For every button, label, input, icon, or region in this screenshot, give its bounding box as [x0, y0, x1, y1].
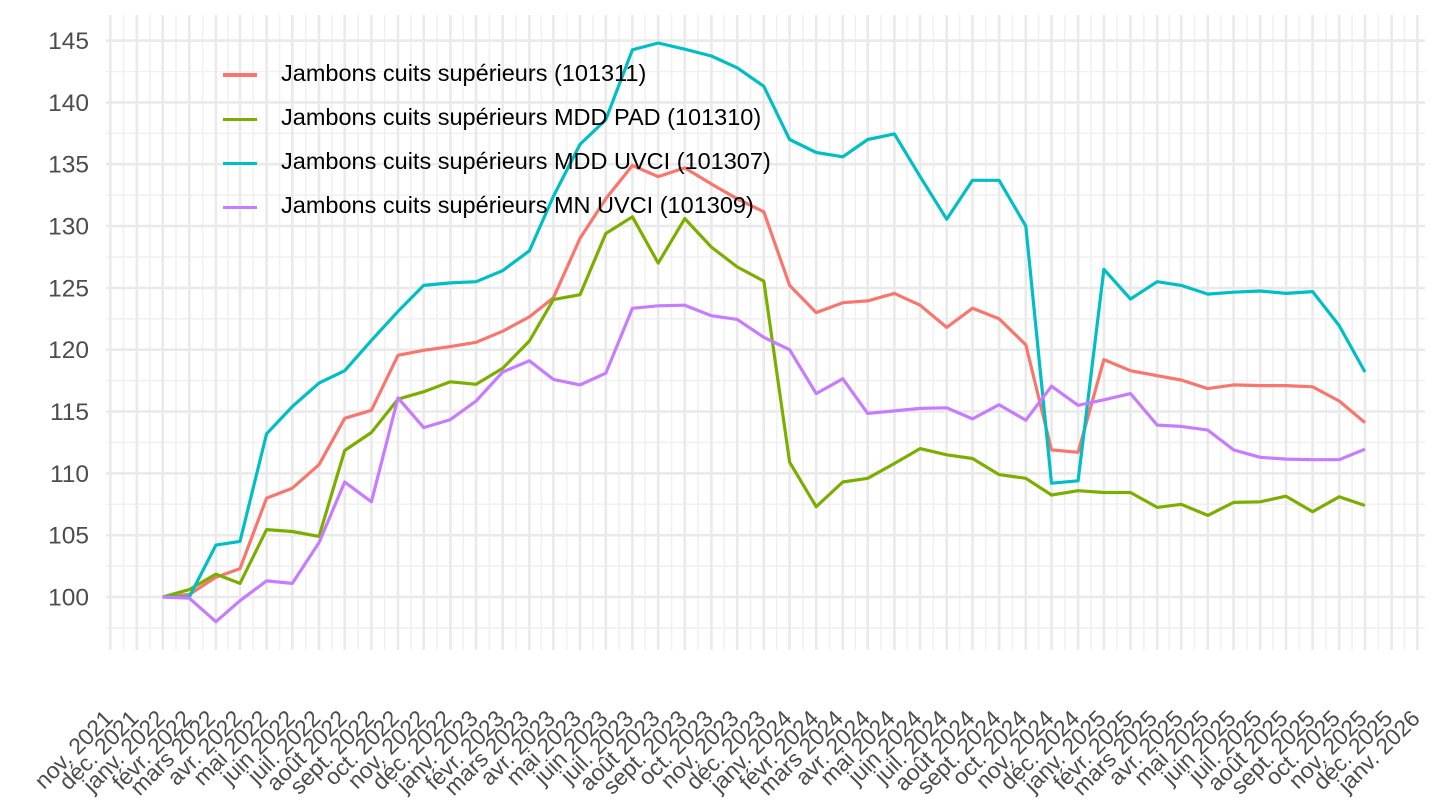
svg-text:105: 105 [48, 523, 89, 550]
svg-text:100: 100 [48, 585, 89, 612]
svg-text:145: 145 [48, 28, 89, 55]
svg-text:135: 135 [48, 152, 89, 179]
svg-text:110: 110 [50, 461, 89, 488]
svg-text:115: 115 [50, 399, 89, 426]
svg-text:140: 140 [48, 90, 89, 117]
svg-text:120: 120 [48, 337, 89, 364]
svg-text:125: 125 [48, 275, 89, 302]
svg-text:130: 130 [48, 214, 89, 241]
